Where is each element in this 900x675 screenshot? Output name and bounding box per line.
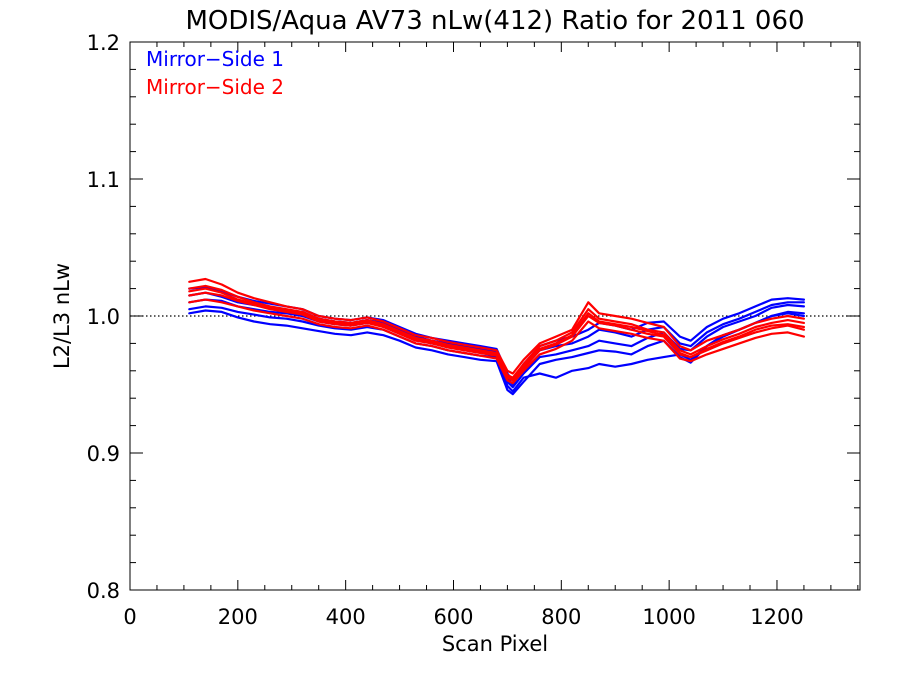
legend-entry-mirror-side-1: Mirror−Side 1 bbox=[146, 47, 284, 71]
x-tick-label: 1000 bbox=[642, 605, 695, 629]
y-tick-label: 1.2 bbox=[87, 31, 120, 55]
x-tick-label: 400 bbox=[326, 605, 366, 629]
x-tick-label: 600 bbox=[433, 605, 473, 629]
x-tick-label: 200 bbox=[218, 605, 258, 629]
y-tick-labels: 0.8 0.9 1.0 1.1 1.2 bbox=[87, 31, 120, 603]
y-axis-label: L2/L3 nLw bbox=[50, 263, 74, 369]
y-tick-label: 1.0 bbox=[87, 305, 120, 329]
legend-entry-mirror-side-2: Mirror−Side 2 bbox=[146, 75, 284, 99]
y-tick-label: 1.1 bbox=[87, 168, 120, 192]
y-tick-label: 0.8 bbox=[87, 579, 120, 603]
series-line-10 bbox=[188, 287, 806, 381]
x-tick-labels: 0 200 400 600 800 1000 1200 bbox=[123, 605, 803, 629]
x-tick-label: 800 bbox=[541, 605, 581, 629]
axis-ticks bbox=[129, 41, 860, 591]
y-tick-label: 0.9 bbox=[87, 442, 120, 466]
series-line-9 bbox=[188, 298, 806, 385]
series-line-2 bbox=[188, 298, 806, 389]
x-tick-label: 0 bbox=[123, 605, 136, 629]
x-tick-label: 1200 bbox=[750, 605, 803, 629]
x-axis-label: Scan Pixel bbox=[442, 632, 548, 656]
series-group bbox=[188, 277, 806, 396]
series-line-6 bbox=[188, 277, 806, 375]
series-line-5 bbox=[188, 309, 806, 396]
chart-title: MODIS/Aqua AV73 nLw(412) Ratio for 2011 … bbox=[185, 6, 804, 36]
